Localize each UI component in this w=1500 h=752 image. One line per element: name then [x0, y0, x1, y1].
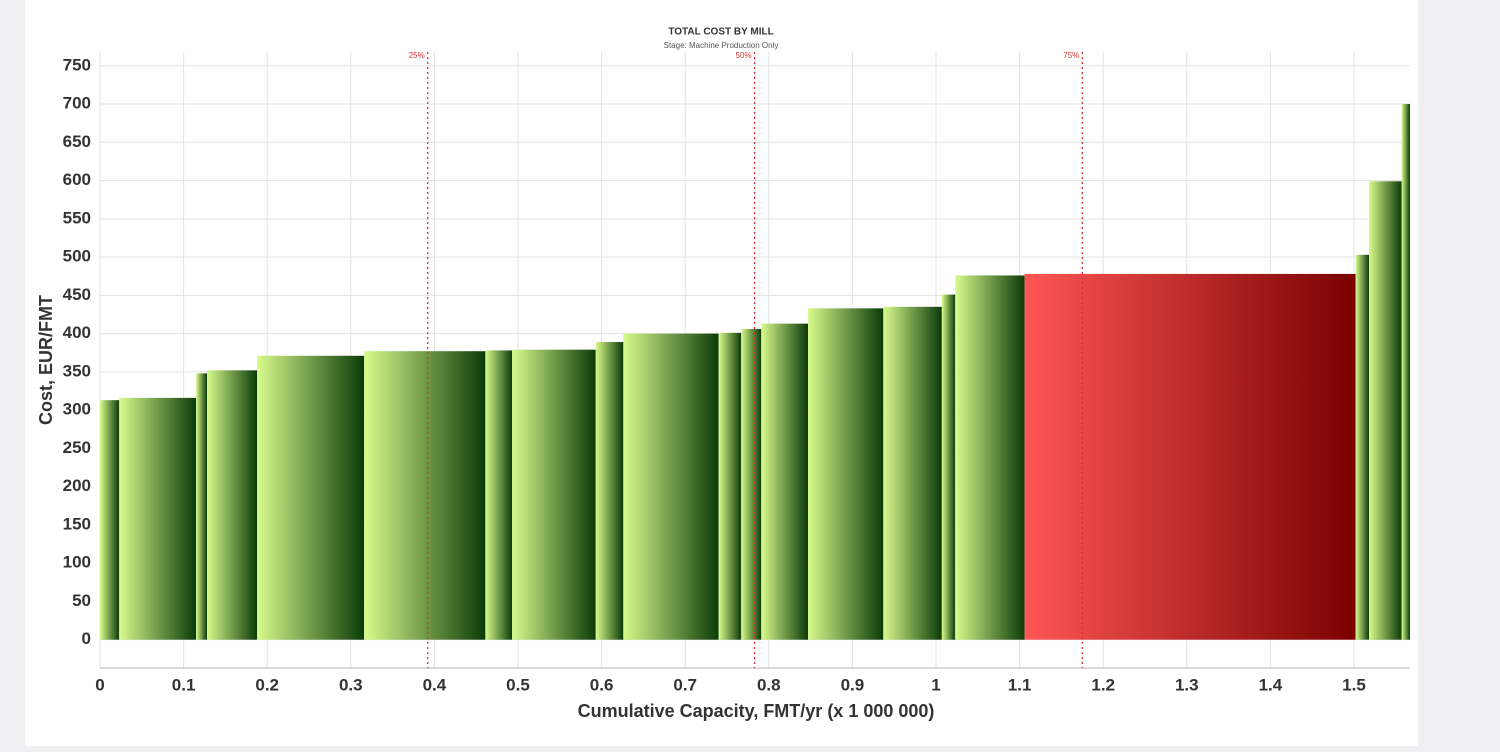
- bar: [119, 397, 197, 640]
- x-tick-label: 1.2: [1091, 675, 1115, 694]
- bar: [741, 329, 762, 640]
- y-tick-label: 500: [63, 247, 91, 266]
- y-tick-label: 550: [63, 208, 91, 227]
- bar: [623, 333, 719, 640]
- x-tick-label: 0.7: [673, 675, 697, 694]
- y-tick-label: 0: [82, 629, 91, 648]
- x-tick-label: 1.5: [1342, 675, 1366, 694]
- y-tick-label: 450: [63, 285, 91, 304]
- bar: [364, 351, 486, 640]
- chart-subtitle: Stage: Machine Production Only: [664, 41, 779, 50]
- y-tick-label: 300: [63, 400, 91, 419]
- bar: [207, 370, 258, 640]
- y-tick-label: 750: [63, 55, 91, 74]
- y-tick-label: 650: [63, 132, 91, 151]
- y-tick-label: 100: [63, 553, 91, 572]
- x-tick-label: 0.3: [339, 675, 363, 694]
- bar: [1355, 254, 1370, 640]
- bar: [955, 275, 1025, 640]
- x-tick-label: 0.2: [255, 675, 279, 694]
- bar: [257, 355, 365, 640]
- x-axis-title: Cumulative Capacity, FMT/yr (x 1 000 000…: [578, 701, 935, 721]
- x-tick-label: 0.1: [172, 675, 196, 694]
- percentile-label: 25%: [409, 51, 425, 60]
- bar: [808, 308, 884, 640]
- bar: [595, 342, 624, 640]
- bar: [1401, 104, 1410, 640]
- bar: [1369, 181, 1402, 640]
- y-axis-title: Cost, EUR/FMT: [36, 295, 56, 425]
- y-tick-label: 700: [63, 94, 91, 113]
- bar: [941, 294, 956, 640]
- x-tick-label: 0.6: [590, 675, 614, 694]
- x-tick-label: 1.1: [1008, 675, 1032, 694]
- x-tick-label: 0: [95, 675, 104, 694]
- chart-title: TOTAL COST BY MILL: [668, 27, 773, 38]
- y-tick-label: 350: [63, 361, 91, 380]
- y-tick-label: 200: [63, 476, 91, 495]
- bar: [512, 349, 596, 640]
- y-tick-label: 400: [63, 323, 91, 342]
- percentile-label: 75%: [1063, 51, 1079, 60]
- bar: [1024, 273, 1356, 640]
- x-tick-label: 0.9: [841, 675, 865, 694]
- x-tick-label: 0.4: [423, 675, 447, 694]
- bar: [761, 323, 809, 640]
- bar: [100, 400, 120, 640]
- x-tick-label: 0.8: [757, 675, 781, 694]
- y-tick-label: 50: [72, 591, 91, 610]
- y-tick-label: 150: [63, 514, 91, 533]
- bar: [485, 350, 513, 640]
- x-tick-label: 0.5: [506, 675, 530, 694]
- x-tick-label: 1.3: [1175, 675, 1199, 694]
- bar: [196, 373, 208, 640]
- y-tick-label: 600: [63, 170, 91, 189]
- bar: [718, 332, 742, 640]
- x-tick-label: 1: [931, 675, 940, 694]
- x-tick-label: 1.4: [1259, 675, 1283, 694]
- y-tick-label: 250: [63, 438, 91, 457]
- bar: [883, 306, 942, 640]
- percentile-label: 50%: [736, 51, 752, 60]
